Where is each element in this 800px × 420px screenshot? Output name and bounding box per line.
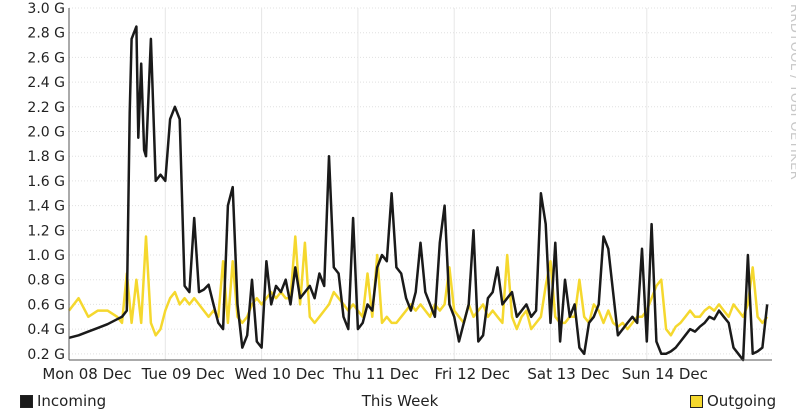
y-tick-label: 3.0 G xyxy=(27,1,65,17)
y-tick-label: 1.4 G xyxy=(27,199,65,215)
series-line-incoming xyxy=(68,25,769,362)
y-tick-label: 0.6 G xyxy=(27,297,65,313)
watermark: RRDTOOL / TOBI OETIKER xyxy=(776,4,800,204)
grid-lines xyxy=(68,7,772,360)
x-axis-title: This Week xyxy=(361,392,439,410)
y-tick-label: 2.4 G xyxy=(27,75,65,91)
incoming-swatch xyxy=(20,394,33,408)
plot-background xyxy=(69,8,772,360)
y-tick-label: 2.2 G xyxy=(27,100,65,116)
legend-incoming: Incoming xyxy=(20,389,106,413)
y-tick-label: 2.8 G xyxy=(27,26,65,42)
outgoing-label: Outgoing xyxy=(707,392,777,410)
y-tick-label: 1.0 G xyxy=(27,248,65,264)
legend: Incoming This Week Outgoing xyxy=(0,389,800,413)
y-tick-label: 1.8 G xyxy=(27,149,65,165)
y-tick-label: 1.2 G xyxy=(27,223,65,239)
x-tick-label: Wed 10 Dec xyxy=(234,365,324,383)
outgoing-swatch xyxy=(690,394,703,408)
x-tick-label: Mon 08 Dec xyxy=(42,365,131,383)
y-tick-label: 2.6 G xyxy=(27,50,65,66)
legend-outgoing: Outgoing xyxy=(690,389,776,413)
x-tick-label: Thu 11 Dec xyxy=(332,365,419,383)
incoming-label: Incoming xyxy=(37,392,107,410)
x-tick-labels: Mon 08 Dec Tue 09 Dec Wed 10 Dec Thu 11 Dec… xyxy=(42,365,708,383)
y-tick-label: 0.4 G xyxy=(27,322,65,338)
x-tick-label: Tue 09 Dec xyxy=(141,365,225,383)
series-layer xyxy=(68,25,769,362)
y-tick-label: 2.0 G xyxy=(27,125,65,141)
watermark-text: RRDTOOL / TOBI OETIKER xyxy=(787,4,796,180)
y-tick-label: 0.2 G xyxy=(27,347,65,363)
x-tick-label: Sat 13 Dec xyxy=(527,365,609,383)
axes xyxy=(68,8,772,361)
y-tick-label: 1.6 G xyxy=(27,174,65,190)
x-tick-label: Sun 14 Dec xyxy=(622,365,708,383)
x-tick-label: Fri 12 Dec xyxy=(434,365,510,383)
y-tick-labels: 0.2 G 0.4 G 0.6 G 0.8 G 1.0 G 1.2 G 1.4 G 1.6 G… xyxy=(27,1,65,363)
y-tick-label: 0.8 G xyxy=(27,273,65,289)
